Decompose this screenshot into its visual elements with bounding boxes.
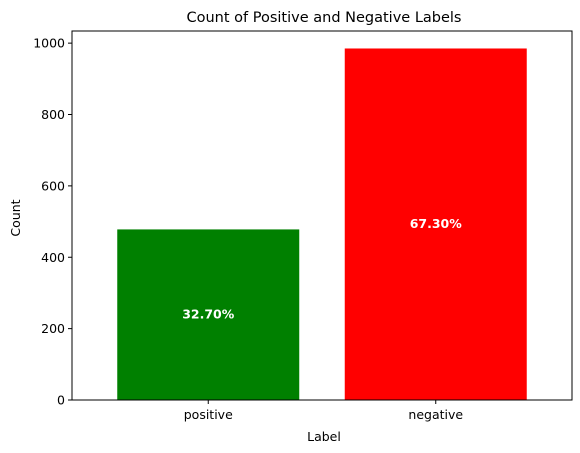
- y-tick-label-600: 600: [41, 178, 65, 193]
- y-tick-label-400: 400: [41, 250, 65, 265]
- bar-negative: [344, 48, 527, 401]
- y-tick-label-1000: 1000: [33, 36, 65, 51]
- x-tick-label-positive: positive: [184, 407, 233, 422]
- y-axis-label: Count: [8, 199, 23, 236]
- x-tick-label-negative: negative: [408, 407, 463, 422]
- plot-area: 32.70% positive 67.30% negative 0 200 400 600 80…: [33, 30, 573, 422]
- y-tick-label-800: 800: [41, 107, 65, 122]
- bar-label-positive: 32.70%: [182, 307, 235, 322]
- x-axis-label: Label: [307, 429, 341, 444]
- y-tick-label-0: 0: [57, 393, 65, 408]
- chart-title: Count of Positive and Negative Labels: [186, 10, 461, 26]
- y-tick-label-200: 200: [41, 321, 65, 336]
- bar-positive: [117, 229, 300, 400]
- axes-frame: [71, 30, 573, 401]
- bar-label-negative: 67.30%: [410, 216, 463, 231]
